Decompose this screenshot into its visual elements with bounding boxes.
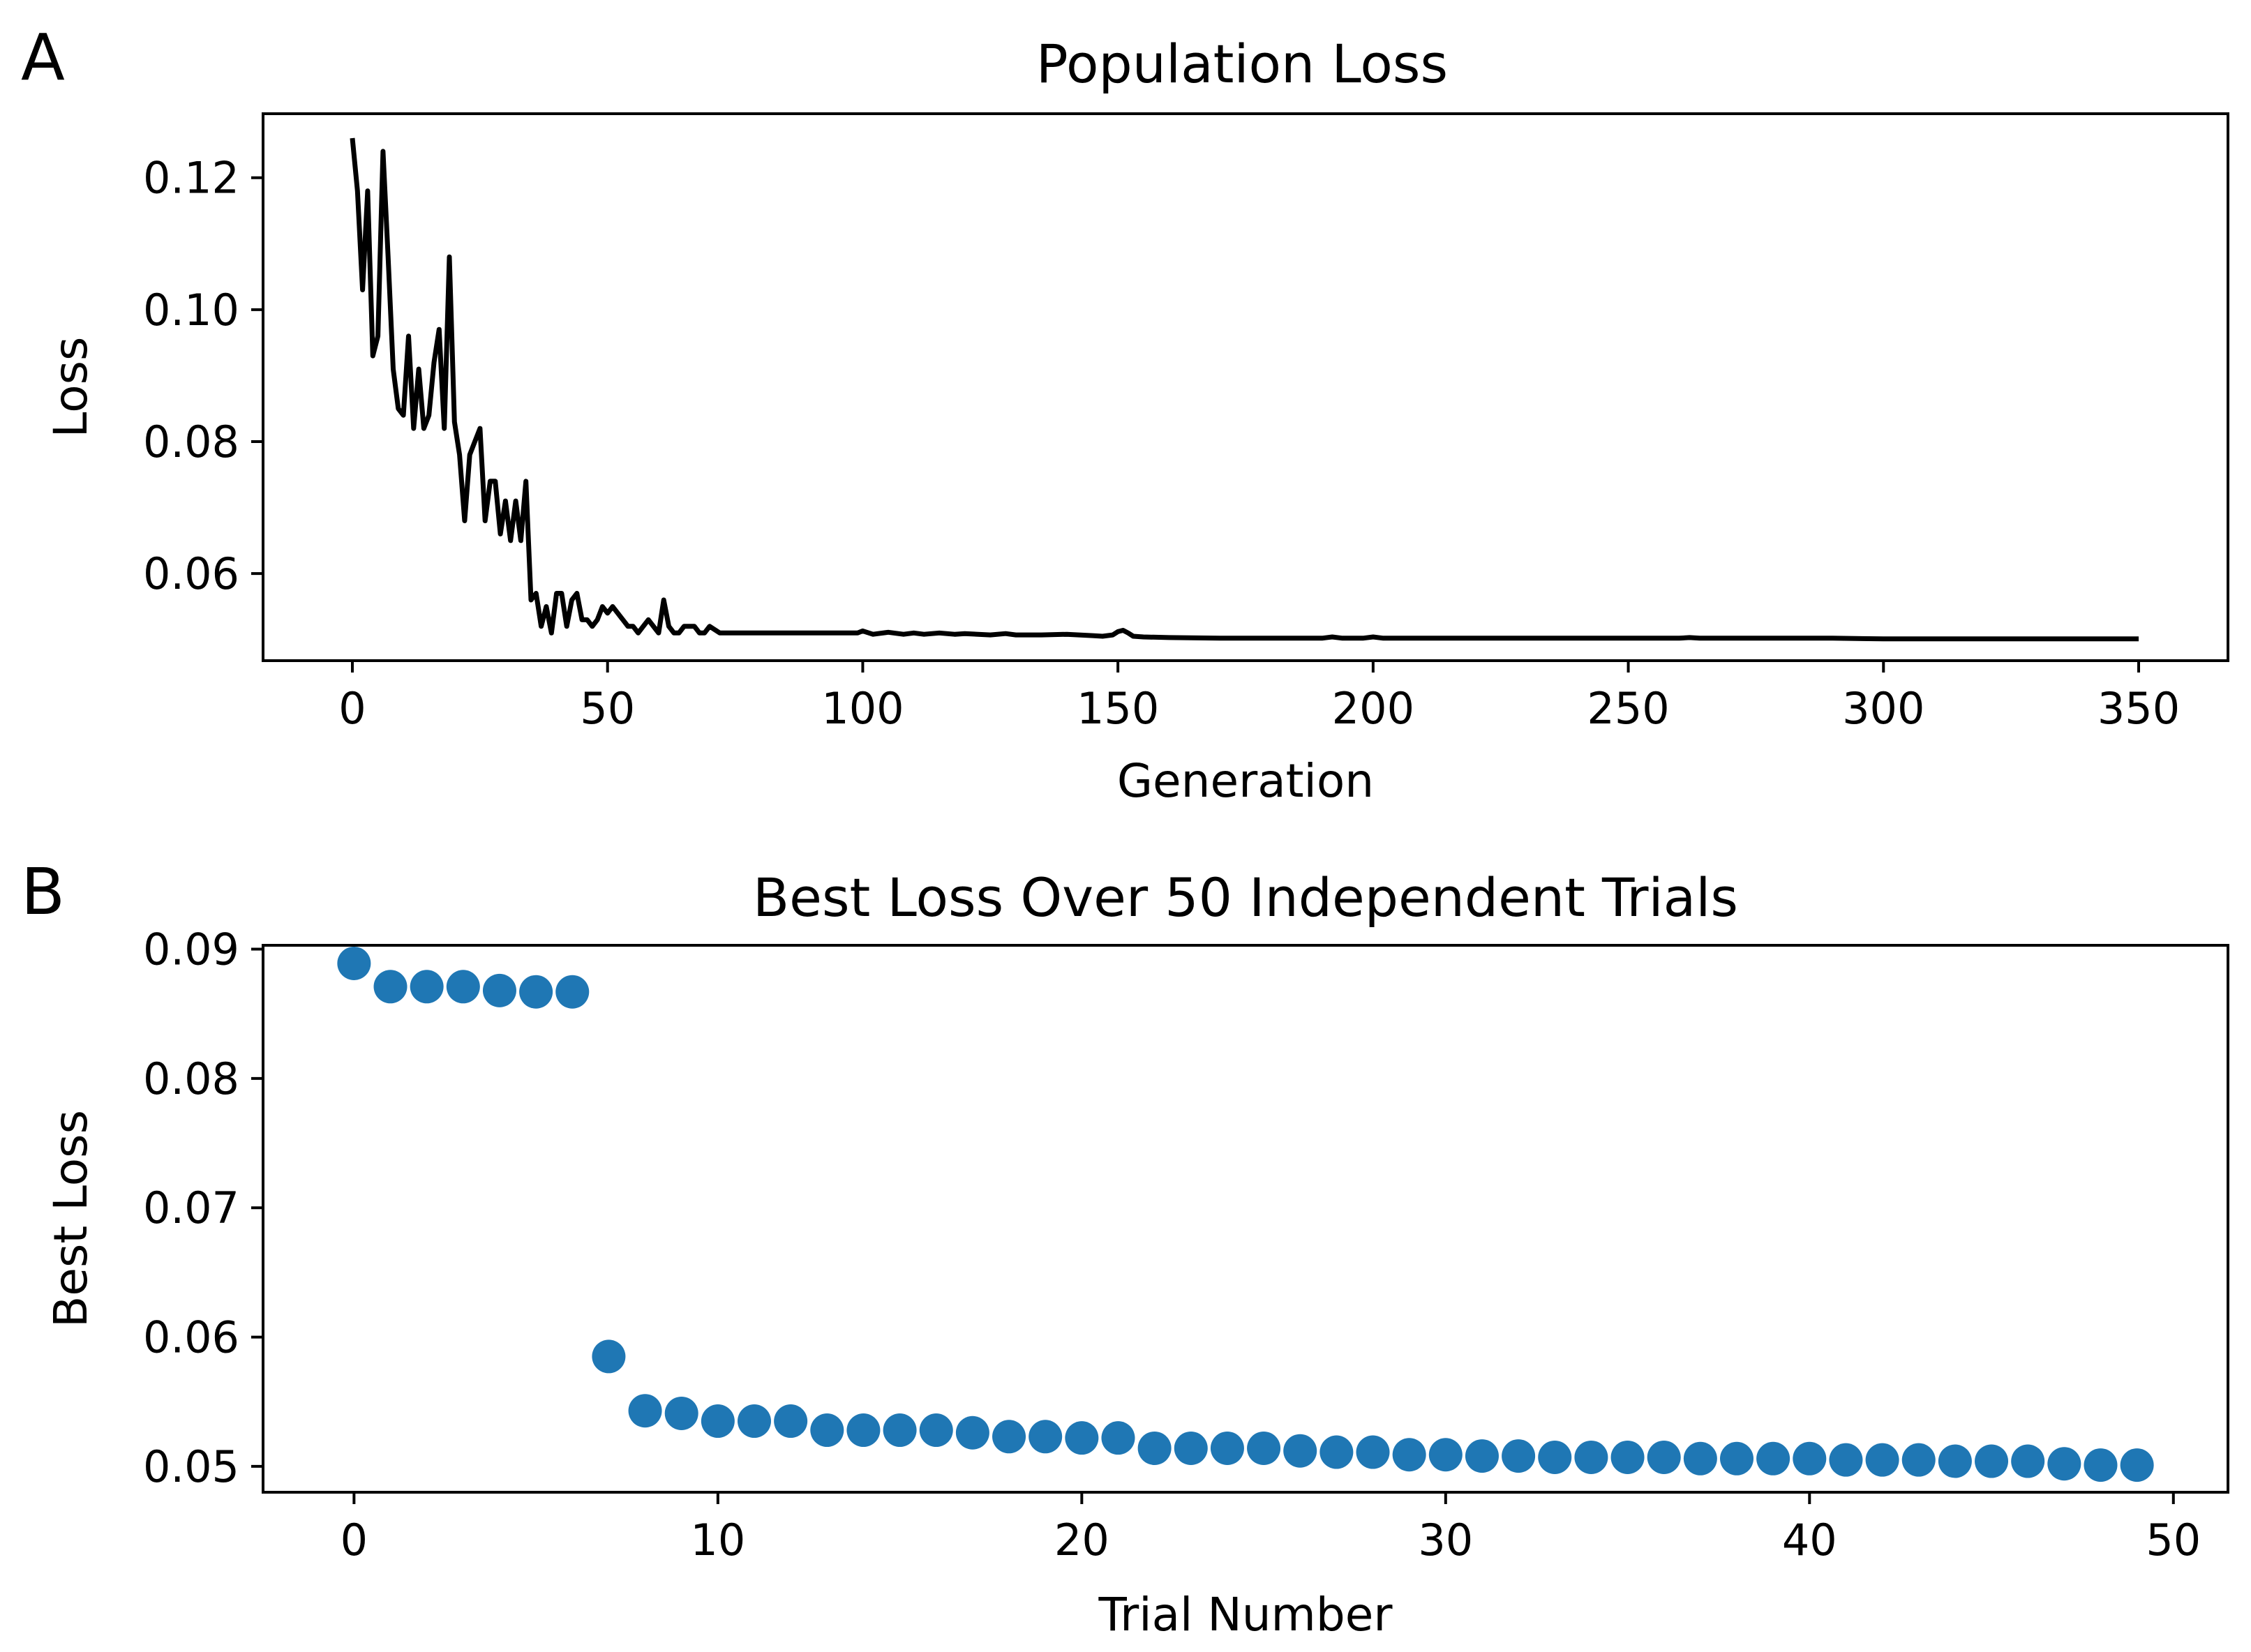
data-point [1065, 1421, 1099, 1455]
panel-b-best-loss: B Best Loss Over 50 Independent Trials 0… [21, 855, 2229, 1642]
data-point [373, 970, 407, 1004]
x-tick-label: 10 [690, 1515, 745, 1565]
data-point [482, 973, 516, 1007]
data-point [1247, 1431, 1281, 1465]
data-point [774, 1404, 808, 1439]
y-tick-label: 0.05 [143, 1441, 239, 1492]
data-point [701, 1404, 735, 1439]
data-point [2120, 1448, 2154, 1482]
data-point [1938, 1444, 1972, 1478]
x-tick-label: 0 [338, 683, 366, 734]
data-point [2047, 1447, 2081, 1481]
data-point [1647, 1440, 1681, 1474]
panel-a-y-ticks: 0.06 0.08 0.10 0.12 [143, 153, 263, 599]
data-point [1720, 1441, 1753, 1475]
x-tick-label: 40 [1782, 1515, 1837, 1565]
panel-a-population-loss: A Population Loss 0.06 0.08 0.10 0.12 0 50 10… [21, 20, 2229, 808]
data-point [337, 946, 371, 980]
data-point [1101, 1421, 1135, 1455]
data-point [1683, 1441, 1717, 1475]
data-point [410, 970, 444, 1004]
data-point [1538, 1440, 1572, 1474]
data-point [2011, 1444, 2045, 1478]
x-tick-label: 50 [2146, 1515, 2201, 1565]
data-point [2084, 1448, 2118, 1482]
x-tick-label: 50 [580, 683, 635, 734]
y-tick-label: 0.06 [143, 548, 239, 599]
panel-b-points [337, 946, 2154, 1482]
data-point [919, 1413, 953, 1448]
data-point [519, 975, 553, 1009]
panel-a-letter: A [21, 20, 65, 95]
x-tick-label: 100 [821, 683, 904, 734]
data-point [846, 1413, 881, 1448]
panel-b-y-ticks: 0.05 0.06 0.07 0.08 0.09 [143, 924, 263, 1492]
panel-a-axes-frame [262, 112, 2229, 662]
data-point [446, 970, 480, 1004]
data-point [1465, 1439, 1499, 1473]
data-point [738, 1404, 771, 1439]
x-tick-label: 150 [1077, 683, 1159, 734]
x-tick-label: 0 [341, 1515, 368, 1565]
data-point [1137, 1431, 1172, 1465]
data-point [1174, 1431, 1208, 1465]
y-tick-label: 0.08 [143, 416, 239, 467]
data-point [1392, 1438, 1426, 1472]
data-point [1610, 1440, 1645, 1474]
data-point [592, 1339, 626, 1374]
data-point [1975, 1444, 2009, 1478]
data-point [1829, 1443, 1863, 1477]
x-tick-label: 20 [1054, 1515, 1109, 1565]
data-point [664, 1396, 698, 1430]
panel-b-x-axis-label: Trial Number [1098, 1588, 1393, 1642]
data-point [883, 1413, 917, 1448]
y-tick-label: 0.09 [143, 924, 239, 975]
data-point [1793, 1441, 1827, 1475]
y-tick-label: 0.06 [143, 1312, 239, 1363]
data-point [1502, 1439, 1536, 1473]
panel-b-y-axis-label: Best Loss [44, 1110, 98, 1328]
data-point [810, 1413, 844, 1448]
panel-a-x-axis-label: Generation [1117, 754, 1374, 808]
data-point [1356, 1435, 1390, 1469]
panel-b-x-ticks: 0 10 20 30 40 50 [341, 1492, 2201, 1565]
y-tick-label: 0.12 [143, 153, 239, 204]
data-point [1901, 1443, 1936, 1477]
x-tick-label: 250 [1587, 683, 1669, 734]
x-tick-label: 30 [1418, 1515, 1473, 1565]
panel-b-axes-frame [262, 944, 2229, 1494]
y-tick-label: 0.07 [143, 1182, 239, 1233]
data-point [555, 975, 590, 1009]
panel-a-x-ticks: 0 50 100 150 200 250 300 350 [338, 661, 2180, 734]
x-tick-label: 350 [2097, 683, 2180, 734]
panel-a-loss-line [350, 137, 2139, 642]
panel-a-title: Population Loss [1036, 33, 1448, 95]
data-point [1319, 1435, 1354, 1469]
x-tick-label: 200 [1332, 683, 1414, 734]
panel-b-title: Best Loss Over 50 Independent Trials [753, 866, 1738, 929]
data-point [992, 1420, 1026, 1454]
data-point [1210, 1431, 1244, 1465]
data-point [1029, 1420, 1063, 1454]
x-tick-label: 300 [1842, 683, 1924, 734]
data-point [1865, 1443, 1899, 1477]
panel-a-y-axis-label: Loss [44, 337, 98, 438]
data-point [628, 1394, 662, 1428]
y-tick-label: 0.10 [143, 285, 239, 336]
data-point [1574, 1440, 1608, 1474]
data-point [1756, 1441, 1790, 1475]
data-point [955, 1416, 989, 1450]
data-point [1428, 1438, 1463, 1472]
panel-b-letter: B [21, 855, 65, 929]
data-point [1283, 1434, 1317, 1468]
y-tick-label: 0.08 [143, 1053, 239, 1104]
